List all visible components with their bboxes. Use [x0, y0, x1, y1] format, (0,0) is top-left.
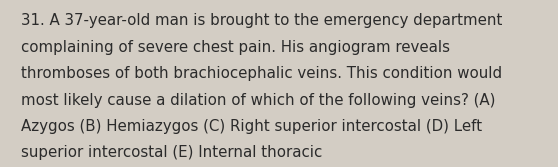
Text: 31. A 37-year-old man is brought to the emergency department: 31. A 37-year-old man is brought to the …: [21, 13, 503, 28]
Text: most likely cause a dilation of which of the following veins? (A): most likely cause a dilation of which of…: [21, 93, 496, 108]
Text: complaining of severe chest pain. His angiogram reveals: complaining of severe chest pain. His an…: [21, 40, 450, 55]
Text: Azygos (B) Hemiazygos (C) Right superior intercostal (D) Left: Azygos (B) Hemiazygos (C) Right superior…: [21, 119, 482, 134]
Text: superior intercostal (E) Internal thoracic: superior intercostal (E) Internal thorac…: [21, 145, 323, 160]
Text: thromboses of both brachiocephalic veins. This condition would: thromboses of both brachiocephalic veins…: [21, 66, 502, 81]
